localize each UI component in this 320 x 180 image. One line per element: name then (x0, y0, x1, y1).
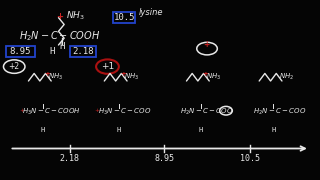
Text: +1: +1 (101, 62, 114, 71)
Text: $H_3N-C-COOH$: $H_3N-C-COOH$ (22, 107, 81, 117)
Text: H: H (50, 47, 55, 56)
Text: H: H (41, 127, 45, 133)
Text: lysine: lysine (139, 8, 164, 17)
Text: +: + (203, 40, 209, 49)
Text: +: + (202, 71, 208, 77)
Text: 8.95: 8.95 (154, 154, 174, 163)
Text: +: + (95, 108, 100, 113)
Text: $H_2N - C - COOH$: $H_2N - C - COOH$ (19, 29, 100, 43)
Text: $H_2N-C-COO$: $H_2N-C-COO$ (253, 107, 306, 117)
Text: $NH_3$: $NH_3$ (66, 9, 85, 22)
Text: H: H (59, 42, 64, 51)
Text: 2.18: 2.18 (72, 47, 93, 56)
Text: +: + (19, 108, 24, 113)
Text: +: + (120, 71, 126, 77)
Text: 10.5: 10.5 (114, 13, 135, 22)
Text: H: H (199, 127, 203, 133)
Text: 10.5: 10.5 (240, 154, 260, 163)
Text: $H_3N-C-COO$: $H_3N-C-COO$ (98, 107, 151, 117)
Text: $NH_3$: $NH_3$ (124, 72, 139, 82)
Text: $H_2N-C-COO$: $H_2N-C-COO$ (180, 107, 234, 117)
Text: 2.18: 2.18 (60, 154, 80, 163)
Text: $NH_3$: $NH_3$ (48, 72, 63, 82)
Text: H: H (116, 127, 121, 133)
Text: +: + (44, 71, 50, 77)
Text: 8.95: 8.95 (10, 47, 31, 56)
Text: +2: +2 (9, 62, 20, 71)
Text: $NH_2$: $NH_2$ (279, 72, 294, 82)
Text: +: + (57, 12, 64, 21)
Text: $NH_3$: $NH_3$ (206, 72, 221, 82)
Text: H: H (271, 127, 276, 133)
